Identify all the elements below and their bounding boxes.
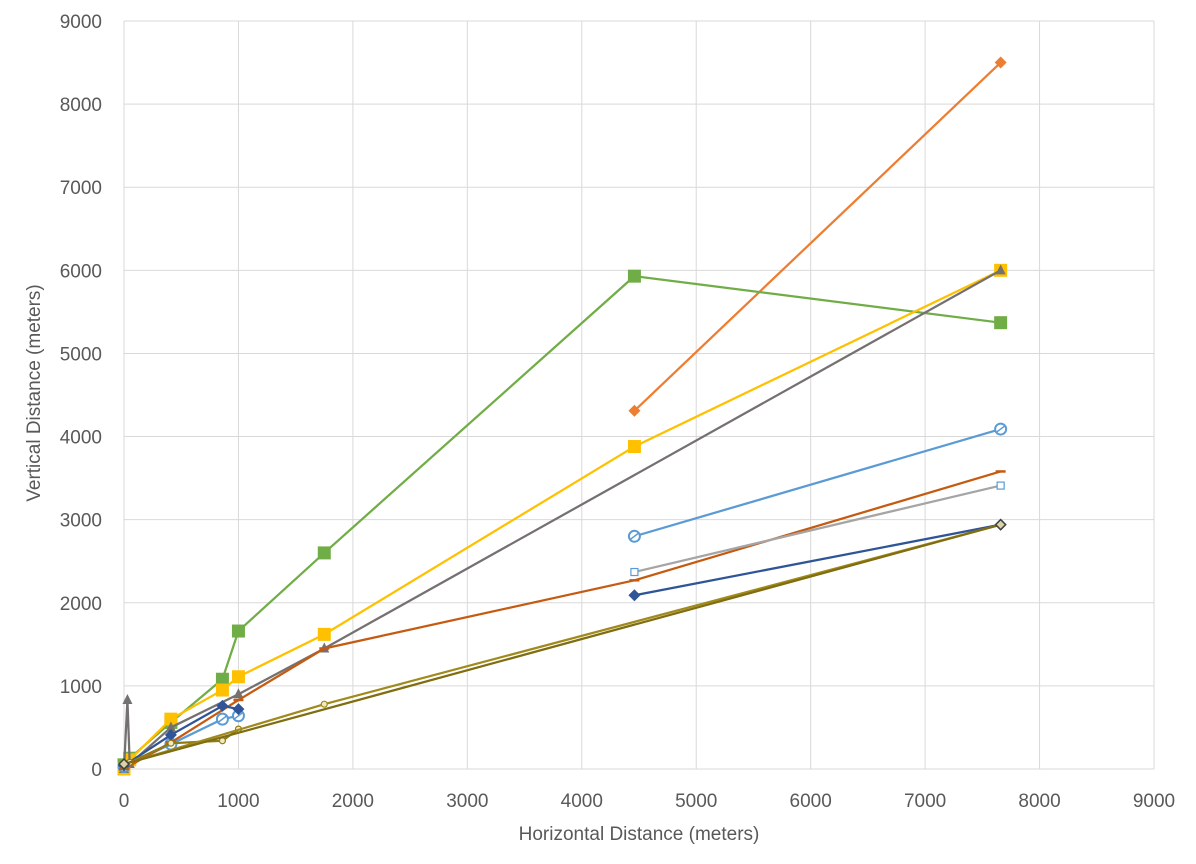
series-8 bbox=[630, 481, 1005, 577]
data-point bbox=[232, 703, 245, 716]
data-point bbox=[216, 699, 229, 712]
y-axis-title: Vertical Distance (meters) bbox=[24, 284, 45, 502]
series-layer bbox=[117, 56, 1008, 776]
y-tick-label: 8000 bbox=[60, 95, 102, 116]
series-line bbox=[634, 523, 1001, 597]
series-1 bbox=[628, 56, 1007, 417]
data-point bbox=[215, 672, 229, 686]
x-tick-label: 4000 bbox=[561, 791, 603, 812]
series-line bbox=[123, 523, 1001, 766]
x-axis-title: Horizontal Distance (meters) bbox=[519, 824, 760, 845]
data-point bbox=[994, 56, 1007, 69]
data-point-stroke bbox=[233, 712, 243, 720]
x-tick-label: 6000 bbox=[790, 791, 832, 812]
data-point bbox=[996, 481, 1005, 490]
data-point bbox=[215, 683, 229, 697]
data-point bbox=[317, 627, 331, 641]
data-point bbox=[994, 518, 1007, 531]
y-tick-label: 4000 bbox=[60, 428, 102, 449]
data-point bbox=[627, 440, 641, 454]
y-tick-label: 1000 bbox=[60, 677, 102, 698]
data-point bbox=[122, 694, 133, 705]
x-tick-label: 0 bbox=[119, 791, 130, 812]
data-point-stroke bbox=[629, 532, 639, 540]
y-tick-label: 9000 bbox=[60, 12, 102, 33]
data-point bbox=[231, 670, 245, 684]
x-tick-label: 7000 bbox=[904, 791, 946, 812]
x-tick-label: 2000 bbox=[332, 791, 374, 812]
series-line bbox=[634, 484, 1001, 574]
data-point bbox=[231, 624, 245, 638]
data-point-stroke bbox=[996, 425, 1006, 433]
series-line bbox=[633, 61, 1002, 412]
x-tick-label: 5000 bbox=[675, 791, 717, 812]
x-tick-label: 1000 bbox=[217, 791, 259, 812]
data-point bbox=[627, 269, 641, 283]
data-point bbox=[628, 589, 641, 602]
y-tick-label: 2000 bbox=[60, 594, 102, 615]
data-point bbox=[164, 728, 177, 741]
data-point bbox=[630, 567, 639, 577]
data-point-stroke bbox=[217, 715, 227, 723]
data-point bbox=[994, 316, 1008, 330]
data-point bbox=[995, 264, 1006, 275]
data-point bbox=[233, 688, 244, 699]
series-13 bbox=[117, 518, 1007, 771]
x-tick-label: 9000 bbox=[1133, 791, 1175, 812]
data-point bbox=[167, 739, 175, 747]
y-tick-label: 3000 bbox=[60, 511, 102, 532]
series-line bbox=[123, 269, 1002, 770]
x-tick-label: 8000 bbox=[1018, 791, 1060, 812]
x-tick-label: 3000 bbox=[446, 791, 488, 812]
series-line bbox=[634, 427, 1001, 538]
y-tick-label: 0 bbox=[91, 760, 102, 781]
data-point bbox=[317, 546, 331, 560]
data-point bbox=[320, 700, 328, 708]
series-line bbox=[123, 704, 239, 767]
y-tick-label: 5000 bbox=[60, 344, 102, 365]
y-tick-label: 7000 bbox=[60, 178, 102, 199]
data-point bbox=[117, 757, 131, 771]
series-2 bbox=[117, 269, 1008, 772]
data-point bbox=[165, 721, 176, 732]
y-tick-labels: 0 1000 2000 3000 4000 5000 6000 7000 8000 9000 bbox=[60, 12, 102, 781]
series-6 bbox=[627, 422, 1008, 543]
x-tick-labels: 0 1000 2000 3000 4000 5000 6000 7000 8000 9000 bbox=[119, 791, 1175, 812]
data-point bbox=[628, 404, 641, 417]
data-point bbox=[164, 712, 178, 726]
series-line bbox=[123, 275, 1001, 766]
y-tick-label: 6000 bbox=[60, 261, 102, 282]
